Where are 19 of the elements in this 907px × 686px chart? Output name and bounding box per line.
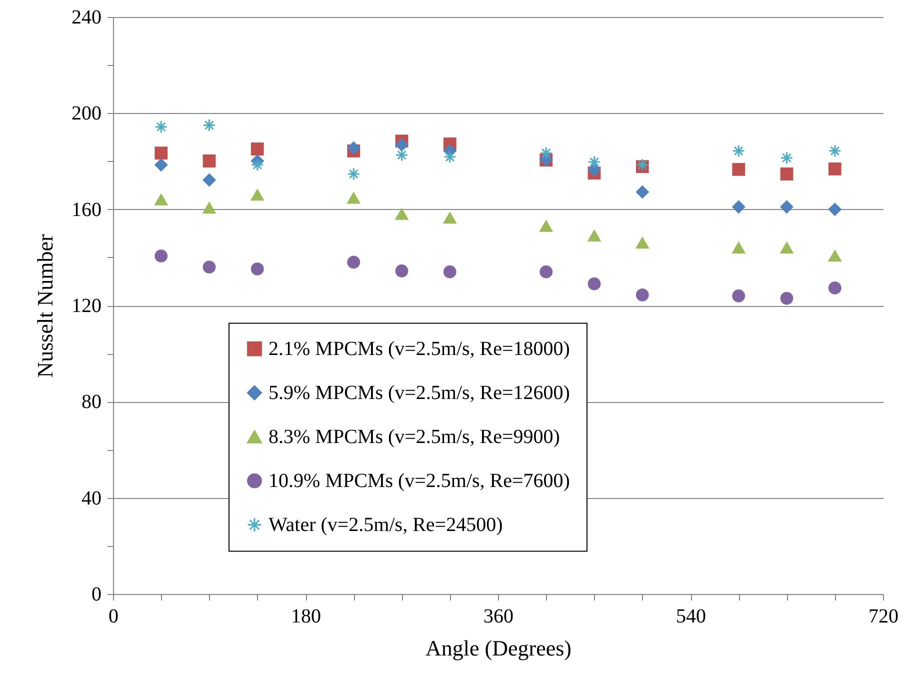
y-tick-label: 160 — [72, 198, 102, 221]
y-tick-label: 40 — [82, 487, 102, 510]
y-axis-title: Nusselt Number — [32, 234, 58, 378]
x-axis-title: Angle (Degrees) — [426, 636, 572, 660]
y-tick-label: 200 — [72, 102, 102, 125]
y-tick-label: 0 — [92, 584, 102, 606]
x-tick-label: 540 — [676, 606, 706, 628]
x-tick-label: 720 — [868, 606, 898, 628]
x-tick-label: 180 — [291, 606, 321, 628]
legend-label: 10.9% MPCMs (v=2.5m/s, Re=7600) — [268, 470, 570, 492]
legend-label: 5.9% MPCMs (v=2.5m/s, Re=12600) — [268, 382, 570, 404]
legend-label: Water (v=2.5m/s, Re=24500) — [268, 514, 503, 536]
y-tick-label: 240 — [72, 6, 102, 28]
x-tick-label: 0 — [108, 606, 118, 628]
x-tick-label: 360 — [484, 606, 514, 628]
legend-label: 8.3% MPCMs (v=2.5m/s, Re=9900) — [268, 426, 560, 448]
y-tick-label: 80 — [82, 391, 102, 414]
legend-label: 2.1% MPCMs (v=2.5m/s, Re=18000) — [268, 338, 570, 360]
y-tick-label: 120 — [72, 295, 102, 317]
